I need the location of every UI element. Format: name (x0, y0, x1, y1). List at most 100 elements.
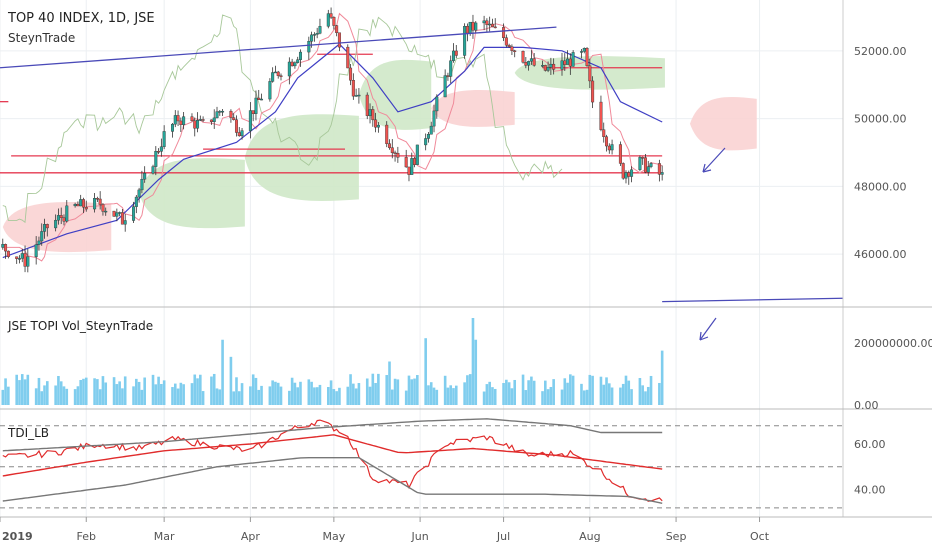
candle-body (237, 132, 241, 137)
volume-bar (101, 376, 105, 405)
trend-lines[interactable] (0, 26, 844, 303)
volume-bar (54, 385, 57, 405)
volume-bar (410, 379, 414, 405)
volume-bar (349, 374, 352, 405)
candle-body (190, 116, 194, 122)
candle-body (45, 224, 49, 229)
volume-bar (15, 374, 18, 405)
tdi-price-line (2, 419, 663, 502)
volume-bar (452, 388, 455, 405)
volume-bar (45, 381, 49, 405)
volume-bar (524, 390, 528, 405)
candle-body (234, 119, 238, 133)
candle-body (443, 75, 447, 98)
candle-body (293, 62, 297, 67)
candle-body (273, 71, 277, 74)
candle-body (179, 120, 183, 125)
candle-body (424, 138, 428, 146)
candle-body (93, 198, 97, 210)
candle-body (630, 169, 634, 177)
volume-bar (488, 381, 491, 405)
volume-bar (413, 378, 416, 405)
volume-bar (443, 375, 447, 405)
candle-body (485, 20, 489, 25)
volume-bar (199, 374, 202, 405)
volume-bar (299, 381, 302, 405)
candle-body (435, 96, 439, 112)
volume-bar (137, 381, 141, 405)
time-tick-label: Jul (496, 530, 510, 543)
volume-bar (212, 373, 216, 405)
volume-bar (143, 377, 146, 405)
candle-body (599, 101, 603, 130)
candle-body (76, 204, 80, 207)
candle-body (410, 158, 414, 175)
volume-bar (96, 379, 99, 405)
volume-bar (621, 383, 625, 405)
candle-body (502, 27, 506, 38)
volume-tick-label: 200000000.00 (854, 337, 932, 350)
volume-bar (371, 373, 375, 405)
volume-bar (154, 384, 158, 405)
time-tick-label: 2019 (2, 530, 33, 543)
volume-bar (541, 391, 544, 405)
candle-body (541, 65, 545, 67)
candle-body (404, 157, 408, 168)
volume-bar (591, 375, 594, 405)
volume-bar (310, 381, 313, 405)
candle-body (649, 163, 653, 167)
volume-bar (34, 388, 38, 405)
candle-body (315, 33, 319, 35)
volume-bar (390, 389, 394, 405)
volume-bar (190, 383, 194, 405)
volume-bar (471, 318, 475, 405)
volume-bar (619, 387, 622, 405)
price-tick-label: 46000.00 (854, 248, 907, 261)
candle-body (23, 253, 27, 267)
candle-body (95, 198, 99, 200)
candle-body (490, 23, 494, 28)
volume-bar (521, 374, 525, 405)
time-tick-label: Oct (750, 530, 770, 543)
annotations[interactable] (699, 147, 726, 341)
volume-bar (644, 391, 647, 405)
tdi-lower-band (2, 457, 663, 504)
candle-body (176, 115, 180, 122)
volume-bar (240, 383, 244, 405)
volume-bar (313, 387, 316, 405)
candle-body (349, 67, 353, 81)
candle-body (449, 60, 453, 77)
time-tick-label: Feb (77, 530, 96, 543)
candle-body (657, 163, 661, 175)
candle-body (463, 26, 467, 56)
candle-body (201, 119, 205, 121)
volume-bar (293, 382, 297, 405)
time-tick-label: Mar (154, 530, 175, 543)
volume-bar (257, 389, 261, 405)
candle-body (40, 231, 44, 242)
candle-body (646, 166, 650, 173)
candle-body (346, 46, 350, 69)
candle-body (468, 21, 472, 34)
volume-bar (435, 389, 439, 405)
candle-body (602, 129, 606, 137)
candle-body (451, 50, 455, 61)
candle-body (426, 133, 430, 139)
volume-bar (254, 377, 258, 405)
time-tick-label: Sep (666, 530, 687, 543)
volume-bar (658, 382, 661, 405)
tdi-title: TDI_LB (7, 426, 49, 440)
volume-bar (276, 382, 280, 405)
candle-body (488, 23, 492, 26)
volume-bar (466, 375, 469, 405)
volume-bar (569, 374, 572, 405)
candle-body (257, 97, 261, 100)
volume-bar (530, 376, 533, 405)
volume-bar (416, 375, 419, 405)
volume-bar (65, 388, 69, 405)
candle-body (335, 25, 339, 33)
tdi-tick-label: 60.00 (854, 438, 886, 451)
candle-body (43, 224, 47, 232)
volume-bar (474, 339, 478, 405)
